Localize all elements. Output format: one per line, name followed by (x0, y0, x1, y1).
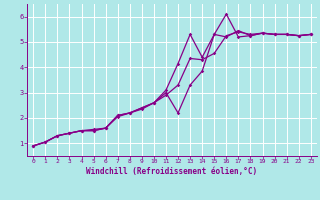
X-axis label: Windchill (Refroidissement éolien,°C): Windchill (Refroidissement éolien,°C) (86, 167, 258, 176)
